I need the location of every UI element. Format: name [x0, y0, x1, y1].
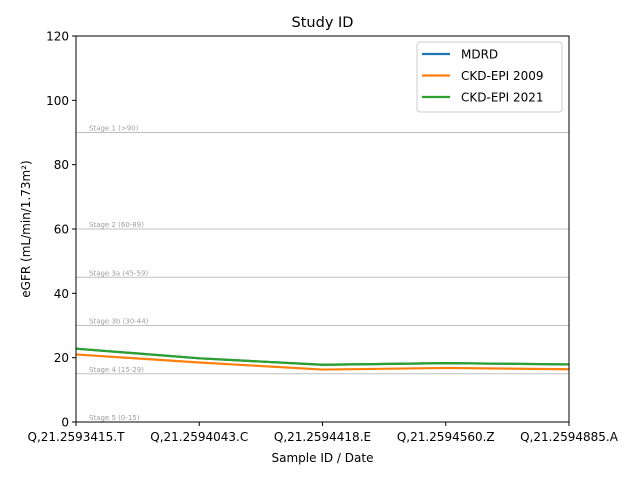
y-tick-label: 80	[54, 158, 69, 172]
legend-label: CKD-EPI 2021	[461, 91, 544, 105]
legend-label: CKD-EPI 2009	[461, 69, 544, 83]
reference-line-label: Stage 3b (30-44)	[89, 318, 149, 326]
reference-line-label: Stage 3a (45-59)	[89, 269, 148, 277]
legend: MDRD CKD-EPI 2009 CKD-EPI 2021	[416, 41, 563, 113]
legend-box	[416, 41, 563, 113]
y-tick-label: 40	[54, 287, 69, 301]
reference-line-label: Stage 2 (60-89)	[89, 221, 144, 229]
x-axis-ticks: Q,21.2593415.T Q,21.2594043.C Q,21.2594418…	[28, 422, 619, 444]
x-tick-label: Q,21.2593415.T	[28, 430, 126, 444]
series-lines	[75, 347, 570, 371]
reference-line-label: Stage 4 (15-29)	[89, 366, 144, 374]
y-axis-ticks: 0 20 40 60 80 100 120	[46, 30, 76, 430]
y-tick-label: 20	[54, 351, 69, 365]
y-axis-label: eGFR (mL/min/1.73m²)	[19, 160, 33, 297]
y-tick-label: 100	[46, 94, 69, 108]
reference-line-label: Stage 5 (0-15)	[89, 414, 140, 422]
series-line	[75, 353, 570, 371]
chart-title: Study ID	[292, 15, 354, 31]
series-line	[75, 347, 570, 366]
x-tick-label: Q,21.2594418.E	[274, 430, 371, 444]
x-tick-label: Q,21.2594885.A	[520, 430, 619, 444]
y-tick-label: 0	[61, 416, 69, 430]
x-tick-label: Q,21.2594043.C	[150, 430, 248, 444]
x-tick-label: Q,21.2594560.Z	[397, 430, 495, 444]
reference-line-label: Stage 1 (>90)	[89, 125, 139, 133]
y-tick-label: 60	[54, 223, 69, 237]
x-axis-label: Sample ID / Date	[272, 451, 374, 465]
legend-label: MDRD	[461, 48, 498, 62]
y-tick-label: 120	[46, 30, 69, 44]
